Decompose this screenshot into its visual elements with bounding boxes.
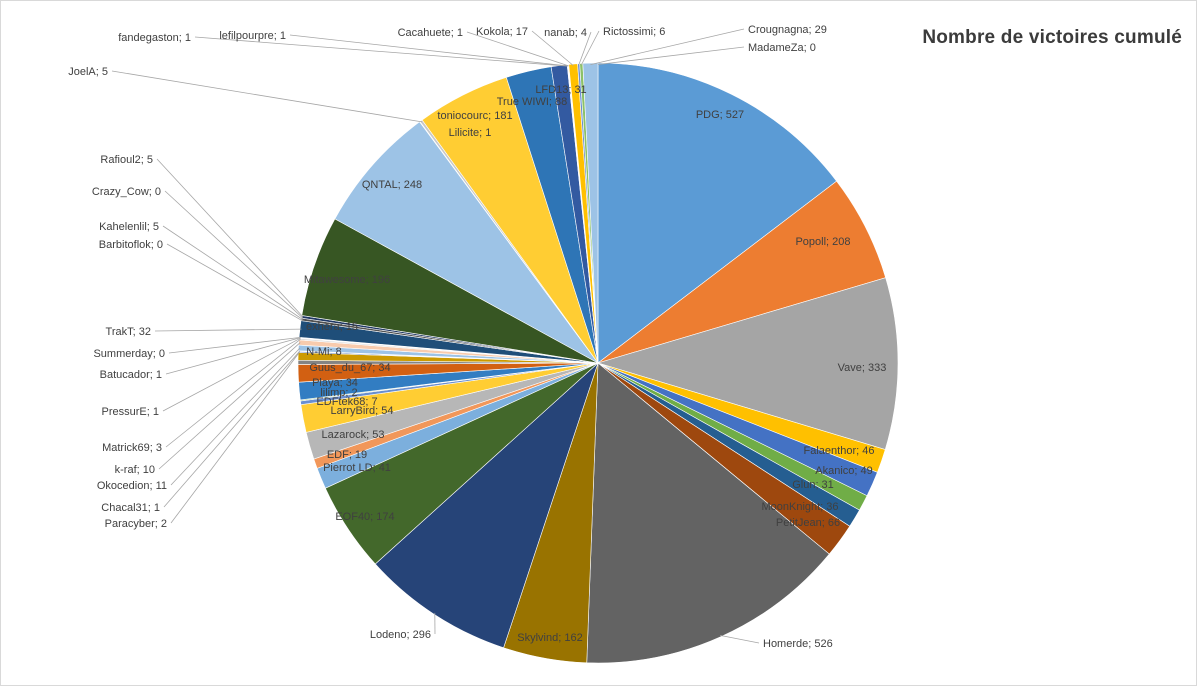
pie-slice[interactable] bbox=[586, 362, 830, 664]
data-label: JoelA; 5 bbox=[68, 66, 108, 78]
data-label: True WIWI; 88 bbox=[497, 96, 568, 108]
data-label: MadameZa; 0 bbox=[748, 42, 816, 54]
leader-line bbox=[170, 347, 301, 486]
data-label: Lazarock; 53 bbox=[322, 429, 385, 441]
pie-slice[interactable] bbox=[334, 121, 599, 364]
data-label: Matrick69; 3 bbox=[102, 442, 162, 454]
data-label: Akanico; 49 bbox=[815, 465, 872, 477]
data-label: Pierrot LD; 41 bbox=[323, 462, 391, 474]
pie-slice[interactable] bbox=[596, 277, 899, 450]
leader-line bbox=[162, 337, 301, 412]
data-label: Paracyber; 2 bbox=[105, 518, 167, 530]
data-label: exhera; 15 bbox=[306, 321, 358, 333]
data-label: Guus_du_67; 34 bbox=[309, 362, 390, 374]
pie-slices-group bbox=[297, 62, 899, 664]
leader-line bbox=[531, 30, 574, 66]
leader-line bbox=[590, 28, 745, 65]
leader-line bbox=[163, 350, 301, 508]
leader-line bbox=[170, 351, 301, 524]
leader-line bbox=[166, 243, 303, 322]
leader-line bbox=[154, 328, 302, 332]
leader-line bbox=[720, 635, 760, 644]
data-label: Playa; 34 bbox=[312, 377, 358, 389]
data-label: Chacal31; 1 bbox=[101, 502, 160, 514]
leader-line bbox=[466, 31, 569, 67]
data-label: Rictossimi; 6 bbox=[603, 26, 665, 38]
data-label: Lilicite; 1 bbox=[449, 127, 492, 139]
leader-line bbox=[289, 34, 569, 67]
data-label: Falaenthor; 46 bbox=[804, 445, 875, 457]
data-label: Kokola; 17 bbox=[476, 26, 528, 38]
leader-line bbox=[580, 30, 600, 66]
data-label: EDF; 19 bbox=[327, 449, 367, 461]
data-label: PressurE; 1 bbox=[102, 406, 159, 418]
chart-title: Nombre de victoires cumulé bbox=[922, 27, 1182, 48]
leader-line bbox=[164, 190, 304, 319]
data-label: lilimp; 2 bbox=[320, 387, 357, 399]
data-label: k-raf; 10 bbox=[115, 464, 155, 476]
data-label: N-Mi; 8 bbox=[306, 346, 341, 358]
leader-line bbox=[597, 46, 745, 65]
leader-line bbox=[165, 337, 301, 375]
leader-line bbox=[158, 342, 301, 470]
data-label: nanab; 4 bbox=[544, 27, 587, 39]
data-label: Homerde; 526 bbox=[763, 638, 833, 650]
data-label: lefilpourpre; 1 bbox=[219, 30, 286, 42]
data-label: Okocedion; 11 bbox=[97, 480, 167, 492]
data-label: Mitawesome; 196 bbox=[304, 274, 390, 286]
leader-line bbox=[162, 225, 303, 320]
data-label: Crougnagna; 29 bbox=[748, 24, 827, 36]
data-label: fandegaston; 1 bbox=[118, 32, 191, 44]
data-label: PDG; 527 bbox=[696, 109, 744, 121]
leader-line bbox=[168, 337, 301, 354]
data-label: MoonKnight; 36 bbox=[761, 501, 838, 513]
pie-slice[interactable] bbox=[597, 62, 838, 364]
data-label: Summerday; 0 bbox=[93, 348, 165, 360]
data-label: Vave; 333 bbox=[838, 362, 887, 374]
data-label: QNTAL; 248 bbox=[362, 179, 422, 191]
data-label: Barbitoflok; 0 bbox=[99, 239, 163, 251]
data-label: Glun; 31 bbox=[792, 479, 834, 491]
leader-line bbox=[194, 36, 568, 67]
data-label: LFD13; 31 bbox=[535, 84, 586, 96]
leader-line bbox=[578, 31, 592, 66]
data-label: TrakT; 32 bbox=[106, 326, 151, 338]
data-label: Skylvind; 162 bbox=[517, 632, 582, 644]
data-label: LarryBird; 54 bbox=[331, 405, 394, 417]
data-label: Crazy_Cow; 0 bbox=[92, 186, 161, 198]
data-label: Cacahuete; 1 bbox=[398, 27, 463, 39]
pie-slice[interactable] bbox=[374, 362, 599, 649]
data-label: Kahelenlil; 5 bbox=[99, 221, 159, 233]
data-label: PetitJean; 66 bbox=[776, 517, 840, 529]
data-label: EDFtek68; 7 bbox=[316, 396, 377, 408]
data-label: Rafioul2; 5 bbox=[100, 154, 153, 166]
data-label: EOF40; 174 bbox=[335, 511, 394, 523]
leader-line bbox=[111, 70, 423, 123]
leader-line bbox=[156, 158, 304, 318]
data-labels-group: PDG; 527 Popoll; 208 Vave; 333 Falaenthor; … bbox=[68, 24, 886, 650]
leader-line bbox=[165, 338, 301, 448]
data-label: Batucador; 1 bbox=[100, 369, 162, 381]
leader-lines-group bbox=[111, 28, 760, 644]
data-label: toniocourc; 181 bbox=[437, 110, 512, 122]
data-label: Lodeno; 296 bbox=[370, 629, 431, 641]
data-label: Popoll; 208 bbox=[795, 236, 850, 248]
